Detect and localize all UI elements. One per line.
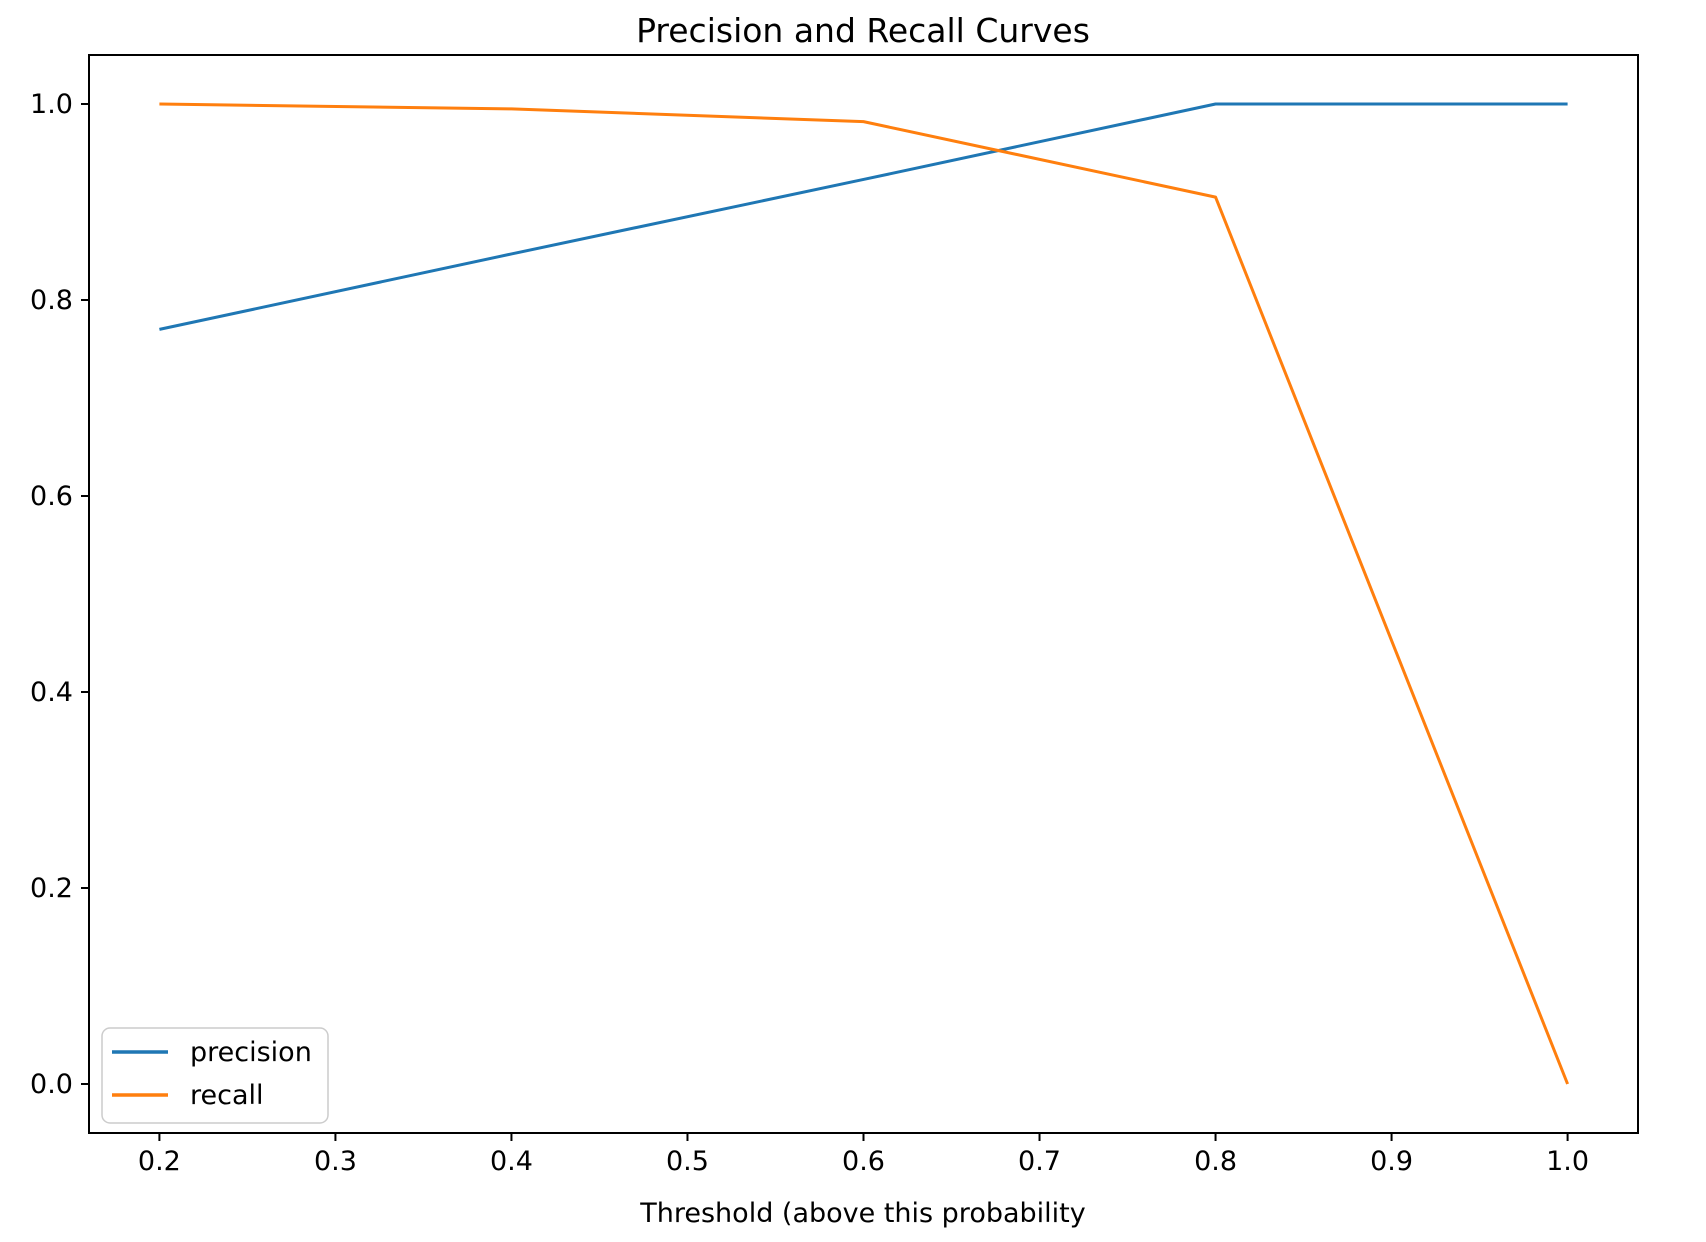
y-tick-label: 1.0 bbox=[30, 89, 73, 120]
y-tick-label: 0.6 bbox=[30, 481, 73, 512]
x-axis-label: Threshold (above this probability bbox=[639, 1198, 1085, 1229]
x-tick-label: 1.0 bbox=[1546, 1146, 1589, 1177]
precision-line bbox=[159, 102, 1568, 331]
x-tick-label: 0.3 bbox=[314, 1146, 357, 1177]
legend: precision recall bbox=[101, 1027, 329, 1124]
x-tick-label: 0.8 bbox=[1194, 1146, 1237, 1177]
legend-label-recall: recall bbox=[190, 1080, 264, 1111]
x-tick-label: 0.2 bbox=[138, 1146, 181, 1177]
x-tick-label: 0.7 bbox=[1018, 1146, 1061, 1177]
series-lines bbox=[159, 102, 1569, 1085]
axis-ticks bbox=[81, 103, 1569, 1141]
x-tick-label: 0.9 bbox=[1370, 1146, 1413, 1177]
y-tick-label: 0.8 bbox=[30, 285, 73, 316]
axis-tick-labels: 0.2 0.3 0.4 0.5 0.6 0.7 0.8 0.9 1.0 0.0 0.2 0.4 0.6 0… bbox=[30, 89, 1589, 1177]
y-tick-label: 0.4 bbox=[30, 677, 73, 708]
y-tick-label: 0.2 bbox=[30, 873, 73, 904]
x-tick-label: 0.5 bbox=[666, 1146, 709, 1177]
recall-line bbox=[159, 102, 1569, 1085]
chart-title: Precision and Recall Curves bbox=[636, 11, 1090, 50]
x-tick-label: 0.6 bbox=[842, 1146, 885, 1177]
y-tick-label: 0.0 bbox=[30, 1069, 73, 1100]
legend-label-precision: precision bbox=[190, 1037, 312, 1068]
plot-border bbox=[88, 54, 1639, 1134]
x-tick-label: 0.4 bbox=[490, 1146, 533, 1177]
